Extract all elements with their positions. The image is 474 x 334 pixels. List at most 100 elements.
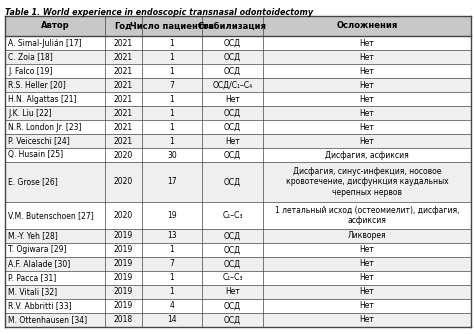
Text: Нет: Нет xyxy=(225,288,240,297)
Text: Нет: Нет xyxy=(359,38,374,47)
Text: 2019: 2019 xyxy=(114,274,133,283)
Text: 2021: 2021 xyxy=(114,109,133,118)
Text: 14: 14 xyxy=(167,316,177,325)
Text: 1: 1 xyxy=(169,38,174,47)
Bar xyxy=(5,162,471,202)
Bar xyxy=(5,78,471,92)
Text: Ликворея: Ликворея xyxy=(347,231,386,240)
Text: P. Pacca [31]: P. Pacca [31] xyxy=(8,274,56,283)
Text: Нет: Нет xyxy=(359,137,374,146)
Text: ОСД: ОСД xyxy=(224,260,241,269)
Text: M. Ottenhausen [34]: M. Ottenhausen [34] xyxy=(8,316,87,325)
Text: P. Veiceschi [24]: P. Veiceschi [24] xyxy=(8,137,70,146)
Text: T. Ogiwara [29]: T. Ogiwara [29] xyxy=(8,245,66,255)
Text: 1: 1 xyxy=(169,245,174,255)
Bar xyxy=(5,313,471,327)
Text: ОСД: ОСД xyxy=(224,177,241,186)
Text: R.V. Abbritti [33]: R.V. Abbritti [33] xyxy=(8,302,72,311)
Text: 4: 4 xyxy=(169,302,174,311)
Text: 2021: 2021 xyxy=(114,38,133,47)
Text: 1: 1 xyxy=(169,137,174,146)
Text: Нет: Нет xyxy=(359,109,374,118)
Text: 1: 1 xyxy=(169,52,174,61)
Text: V.M. Butenschoen [27]: V.M. Butenschoen [27] xyxy=(8,211,94,220)
Bar xyxy=(5,134,471,148)
Text: Нет: Нет xyxy=(359,302,374,311)
Text: 1: 1 xyxy=(169,288,174,297)
Text: ОСД: ОСД xyxy=(224,316,241,325)
Text: Нет: Нет xyxy=(359,274,374,283)
Bar xyxy=(5,92,471,106)
Text: 1: 1 xyxy=(169,66,174,75)
Bar xyxy=(5,120,471,134)
Bar xyxy=(5,229,471,243)
Text: 2020: 2020 xyxy=(114,211,133,220)
Text: 2021: 2021 xyxy=(114,52,133,61)
Text: ОСД: ОСД xyxy=(224,302,241,311)
Text: J. Falco [19]: J. Falco [19] xyxy=(8,66,52,75)
Text: Нет: Нет xyxy=(359,316,374,325)
Text: 2019: 2019 xyxy=(114,245,133,255)
Text: 2021: 2021 xyxy=(114,123,133,132)
Text: J.K. Liu [22]: J.K. Liu [22] xyxy=(8,109,52,118)
Text: Нет: Нет xyxy=(359,245,374,255)
Bar xyxy=(5,202,471,229)
Text: ОСД: ОСД xyxy=(224,52,241,61)
Bar xyxy=(5,36,471,50)
Text: 2020: 2020 xyxy=(114,151,133,160)
Text: Число пациентов: Число пациентов xyxy=(130,21,214,30)
Text: 2019: 2019 xyxy=(114,302,133,311)
Text: 1: 1 xyxy=(169,109,174,118)
Text: 7: 7 xyxy=(169,80,174,90)
Text: Q. Husain [25]: Q. Husain [25] xyxy=(8,151,63,160)
Text: 2021: 2021 xyxy=(114,137,133,146)
Text: 30: 30 xyxy=(167,151,177,160)
Text: 2021: 2021 xyxy=(114,80,133,90)
Text: 7: 7 xyxy=(169,260,174,269)
Text: С₁–С₃: С₁–С₃ xyxy=(222,274,243,283)
Text: Нет: Нет xyxy=(359,52,374,61)
Text: 2021: 2021 xyxy=(114,66,133,75)
Text: A.F. Alalade [30]: A.F. Alalade [30] xyxy=(8,260,70,269)
Text: Дисфагия, синус-инфекция, носовое
кровотечение, дисфункция каудальных
черепных н: Дисфагия, синус-инфекция, носовое кровот… xyxy=(285,167,448,197)
Bar xyxy=(5,64,471,78)
Text: ОСД: ОСД xyxy=(224,151,241,160)
Text: N.R. London Jr. [23]: N.R. London Jr. [23] xyxy=(8,123,82,132)
Bar xyxy=(5,50,471,64)
Text: E. Grose [26]: E. Grose [26] xyxy=(8,177,58,186)
Text: 2018: 2018 xyxy=(114,316,133,325)
Text: Нет: Нет xyxy=(359,66,374,75)
Text: 19: 19 xyxy=(167,211,177,220)
Bar xyxy=(5,257,471,271)
Text: ОСД: ОСД xyxy=(224,66,241,75)
Text: 1: 1 xyxy=(169,123,174,132)
Text: 2019: 2019 xyxy=(114,260,133,269)
Text: Нет: Нет xyxy=(359,123,374,132)
Text: Дисфагия, асфиксия: Дисфагия, асфиксия xyxy=(325,151,409,160)
Text: ОСД: ОСД xyxy=(224,109,241,118)
Text: Нет: Нет xyxy=(359,80,374,90)
Bar xyxy=(5,271,471,285)
Text: A. Simal-Julián [17]: A. Simal-Julián [17] xyxy=(8,38,82,47)
Bar xyxy=(5,148,471,162)
Bar xyxy=(5,299,471,313)
Text: ОСД: ОСД xyxy=(224,245,241,255)
Bar xyxy=(5,106,471,120)
Text: 13: 13 xyxy=(167,231,177,240)
Text: 2021: 2021 xyxy=(114,95,133,104)
Text: Нет: Нет xyxy=(225,137,240,146)
Bar xyxy=(5,16,471,36)
Text: 1 летальный исход (остеомиелит), дисфагия,
асфиксия: 1 летальный исход (остеомиелит), дисфаги… xyxy=(274,206,459,225)
Text: H.N. Algattas [21]: H.N. Algattas [21] xyxy=(8,95,76,104)
Text: 2020: 2020 xyxy=(114,177,133,186)
Text: Нет: Нет xyxy=(359,95,374,104)
Text: Осложнения: Осложнения xyxy=(336,21,398,30)
Text: Стабилизация: Стабилизация xyxy=(198,21,267,30)
Text: С₁–С₃: С₁–С₃ xyxy=(222,211,243,220)
Text: 1: 1 xyxy=(169,274,174,283)
Bar xyxy=(5,243,471,257)
Text: Нет: Нет xyxy=(359,260,374,269)
Text: Год: Год xyxy=(115,21,132,30)
Text: M. Vitali [32]: M. Vitali [32] xyxy=(8,288,57,297)
Text: Table 1. World experience in endoscopic transnasal odontoidectomy: Table 1. World experience in endoscopic … xyxy=(5,8,313,17)
